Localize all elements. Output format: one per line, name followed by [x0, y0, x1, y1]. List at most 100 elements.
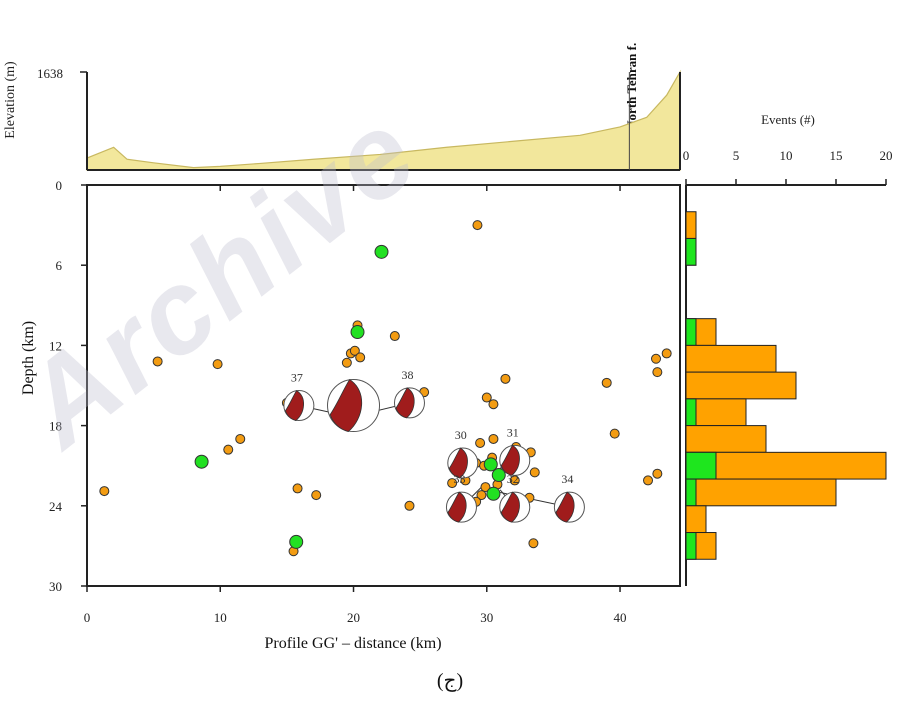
orange-event-point [349, 345, 360, 356]
histogram-bar-orange [685, 425, 767, 453]
terrain-profile [86, 69, 681, 171]
orange-event-point [652, 468, 663, 479]
green-event-point [483, 457, 498, 472]
x-tick-label: 30 [480, 610, 493, 625]
mechanism-quadrant [448, 447, 468, 479]
histogram-tick-label: 10 [780, 148, 793, 163]
histogram-tick-label: 20 [880, 148, 893, 163]
histogram-tick-label: 5 [733, 148, 740, 163]
orange-event-point [661, 348, 672, 359]
orange-event-point [652, 367, 663, 378]
mechanism-quadrant [329, 378, 363, 432]
orange-event-point [389, 331, 400, 342]
orange-event-point [223, 444, 234, 455]
y-tick-label: 12 [49, 338, 62, 353]
mechanism-label-38: 38 [401, 368, 413, 382]
mechanism-quadrant [555, 491, 575, 523]
mechanism-label-30: 30 [455, 428, 467, 442]
orange-event-point [99, 486, 110, 497]
green-event-point [350, 325, 365, 340]
orange-event-point [212, 359, 223, 370]
y-tick-label: 6 [56, 258, 63, 273]
orange-event-point [475, 437, 486, 448]
x-tick-label: 20 [347, 610, 360, 625]
orange-event-point [152, 356, 163, 367]
focal-mechanism-37 [283, 389, 315, 422]
mechanism-quadrant [447, 491, 467, 523]
focal-mechanism-30 [447, 447, 479, 479]
y-tick-label: 0 [56, 178, 63, 193]
x-tick-label: 0 [84, 610, 91, 625]
green-event-point [374, 244, 389, 259]
orange-event-point [311, 490, 322, 501]
focal-mechanism-38 [393, 387, 425, 419]
events-histogram-panel: Events (#) 0 5 10 15 20 [683, 112, 893, 586]
x-axis-label: Profile GG' – distance (km) [264, 635, 441, 652]
mechanism-label-37: 37 [291, 371, 303, 385]
orange-event-point [509, 475, 520, 486]
histogram-bar-green [685, 478, 697, 507]
histogram-bar-green [685, 532, 697, 560]
mechanism-label-32: 32 [507, 472, 519, 486]
y-tick-label: 24 [49, 499, 63, 514]
mechanism-label-34: 34 [561, 472, 573, 486]
orange-event-point [500, 373, 511, 384]
orange-event-point [341, 357, 352, 368]
orange-event-point [529, 467, 540, 478]
orange-event-point [601, 377, 612, 388]
orange-event-point [643, 475, 654, 486]
histogram-bar-orange [685, 211, 697, 239]
histogram-bar-green [685, 398, 697, 427]
mechanism-label-31: 31 [507, 425, 519, 439]
focal-mechanism-33 [445, 491, 477, 523]
large-focal-mechanism [327, 378, 381, 433]
mechanism-quadrant [500, 491, 520, 523]
green-event-point [289, 534, 304, 549]
plot-frame [86, 184, 681, 587]
histogram-bar-green [685, 318, 697, 346]
north-tehran-fault-label: >North Tehran f. [624, 43, 639, 137]
orange-event-point [609, 428, 620, 439]
elevation-panel: Elevation (m) 1638 >North Tehran f. [3, 43, 681, 171]
orange-event-point [447, 478, 458, 489]
mechanism-quadrant [395, 387, 415, 419]
orange-event-point [235, 433, 246, 444]
orange-event-point [476, 490, 487, 501]
mechanism-quadrant [284, 389, 304, 421]
focal-mechanism-31 [499, 444, 531, 476]
histogram-bar-orange [685, 505, 707, 534]
focal-mechanism-32 [499, 491, 531, 523]
orange-event-point [528, 538, 539, 549]
histogram-tick-label: 15 [830, 148, 843, 163]
histogram-title: Events (#) [761, 112, 815, 127]
figure-caption: (ج) [436, 670, 464, 692]
orange-event-point [488, 433, 499, 444]
histogram-bar-green [685, 451, 717, 480]
focal-mechanism-34 [553, 491, 585, 523]
histogram-tick-label: 0 [683, 148, 690, 163]
x-tick-label: 10 [214, 610, 227, 625]
cross-section-panel: Profile GG' – distance (km) Depth (km) 0… [20, 178, 681, 652]
orange-event-point [480, 482, 491, 493]
y-axis-label: Depth (km) [20, 321, 37, 395]
orange-event-point [488, 399, 499, 410]
orange-event-point [472, 220, 483, 231]
orange-event-point [355, 352, 366, 363]
orange-event-point [404, 500, 415, 511]
elevation-tick-label: 1638 [37, 66, 63, 81]
y-tick-label: 18 [49, 419, 62, 434]
histogram-bar-green [685, 237, 697, 266]
x-tick-label: 40 [614, 610, 627, 625]
green-event-point [491, 468, 506, 483]
mechanism-label-33: 33 [453, 472, 465, 486]
y-tick-label: 30 [49, 579, 62, 594]
green-event-point [194, 454, 209, 469]
histogram-bar-orange [685, 478, 837, 507]
orange-event-point [292, 483, 303, 494]
green-event-point [486, 486, 501, 501]
orange-event-point [651, 353, 662, 364]
histogram-bar-orange [685, 371, 797, 400]
histogram-bar-orange [685, 344, 777, 373]
mechanism-quadrant [500, 444, 520, 476]
